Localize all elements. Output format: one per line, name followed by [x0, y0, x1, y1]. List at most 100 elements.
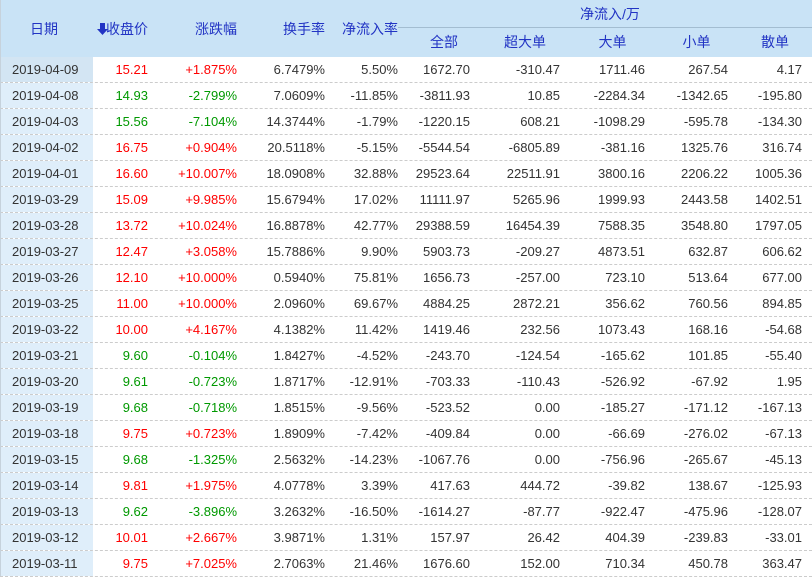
- cell-change-percent: -7.104%: [158, 114, 247, 129]
- cell-inflow-small: 267.54: [655, 62, 738, 77]
- cell-date: 2019-03-19: [0, 395, 93, 420]
- cell-inflow-all: -703.33: [408, 374, 480, 389]
- cell-inflow-large: -526.92: [570, 374, 655, 389]
- cell-net-inflow-rate: 17.02%: [335, 192, 408, 207]
- cell-net-inflow-rate: 11.42%: [335, 322, 408, 337]
- cell-inflow-super-large: 152.00: [480, 556, 570, 571]
- cell-inflow-all: 1419.46: [408, 322, 480, 337]
- cell-inflow-super-large: 0.00: [480, 452, 570, 467]
- cell-inflow-retail: -45.13: [738, 452, 812, 467]
- cell-inflow-all: -1067.76: [408, 452, 480, 467]
- cell-close-price: 16.60: [93, 166, 158, 181]
- header-inflow-all[interactable]: 全部: [408, 32, 480, 52]
- cell-turnover-rate: 0.5940%: [247, 270, 335, 285]
- header-date[interactable]: 日期: [0, 0, 93, 57]
- cell-change-percent: +9.985%: [158, 192, 247, 207]
- cell-inflow-small: -265.67: [655, 452, 738, 467]
- cell-inflow-large: 356.62: [570, 296, 655, 311]
- cell-inflow-all: -3811.93: [408, 88, 480, 103]
- cell-inflow-all: 1672.70: [408, 62, 480, 77]
- cell-change-percent: +1.875%: [158, 62, 247, 77]
- table-row: 2019-03-15 9.68 -1.325% 2.5632% -14.23% …: [0, 447, 812, 473]
- cell-net-inflow-rate: -5.15%: [335, 140, 408, 155]
- cell-close-price: 9.60: [93, 348, 158, 363]
- cell-inflow-super-large: -124.54: [480, 348, 570, 363]
- cell-inflow-retail: 1402.51: [738, 192, 812, 207]
- cell-turnover-rate: 7.0609%: [247, 88, 335, 103]
- cell-inflow-retail: -128.07: [738, 504, 812, 519]
- cell-inflow-retail: 1005.36: [738, 166, 812, 181]
- cell-date: 2019-03-12: [0, 525, 93, 550]
- cell-inflow-super-large: 26.42: [480, 530, 570, 545]
- header-turnover-rate[interactable]: 换手率: [247, 0, 335, 57]
- cell-inflow-small: -171.12: [655, 400, 738, 415]
- cell-inflow-retail: 316.74: [738, 140, 812, 155]
- cell-inflow-small: 513.64: [655, 270, 738, 285]
- cell-turnover-rate: 6.7479%: [247, 62, 335, 77]
- cell-change-percent: +7.025%: [158, 556, 247, 571]
- cell-inflow-all: 29523.64: [408, 166, 480, 181]
- cell-change-percent: -1.325%: [158, 452, 247, 467]
- cell-inflow-super-large: 444.72: [480, 478, 570, 493]
- cell-inflow-super-large: 5265.96: [480, 192, 570, 207]
- cell-inflow-retail: 606.62: [738, 244, 812, 259]
- cell-date: 2019-03-25: [0, 291, 93, 316]
- cell-inflow-all: 1676.60: [408, 556, 480, 571]
- header-inflow-small[interactable]: 小单: [655, 32, 738, 52]
- cell-close-price: 12.10: [93, 270, 158, 285]
- cell-inflow-large: 1073.43: [570, 322, 655, 337]
- cell-change-percent: +4.167%: [158, 322, 247, 337]
- cell-close-price: 9.68: [93, 400, 158, 415]
- cell-date: 2019-03-18: [0, 421, 93, 446]
- cell-inflow-small: -1342.65: [655, 88, 738, 103]
- cell-inflow-small: -595.78: [655, 114, 738, 129]
- cell-turnover-rate: 2.7063%: [247, 556, 335, 571]
- table-row: 2019-03-25 11.00 +10.000% 2.0960% 69.67%…: [0, 291, 812, 317]
- group-divider-line: [398, 27, 812, 28]
- cell-inflow-large: -39.82: [570, 478, 655, 493]
- table-row: 2019-03-19 9.68 -0.718% 1.8515% -9.56% -…: [0, 395, 812, 421]
- cell-inflow-all: 157.97: [408, 530, 480, 545]
- header-inflow-retail[interactable]: 散单: [738, 32, 812, 52]
- cell-inflow-all: -1220.15: [408, 114, 480, 129]
- cell-inflow-super-large: 0.00: [480, 426, 570, 441]
- table-row: 2019-03-12 10.01 +2.667% 3.9871% 1.31% 1…: [0, 525, 812, 551]
- cell-date: 2019-03-21: [0, 343, 93, 368]
- cell-date: 2019-03-15: [0, 447, 93, 472]
- cell-close-price: 11.00: [93, 296, 158, 311]
- header-inflow-super-large[interactable]: 超大单: [480, 32, 570, 52]
- cell-inflow-all: -523.52: [408, 400, 480, 415]
- cell-change-percent: +10.007%: [158, 166, 247, 181]
- cell-turnover-rate: 4.0778%: [247, 478, 335, 493]
- cell-close-price: 9.62: [93, 504, 158, 519]
- header-inflow-large[interactable]: 大单: [570, 32, 655, 52]
- cell-inflow-large: 710.34: [570, 556, 655, 571]
- cell-inflow-small: 1325.76: [655, 140, 738, 155]
- cell-inflow-large: 4873.51: [570, 244, 655, 259]
- cell-inflow-retail: 894.85: [738, 296, 812, 311]
- table-row: 2019-03-26 12.10 +10.000% 0.5940% 75.81%…: [0, 265, 812, 291]
- cell-close-price: 10.00: [93, 322, 158, 337]
- cell-inflow-retail: 677.00: [738, 270, 812, 285]
- cell-change-percent: +10.000%: [158, 270, 247, 285]
- cell-inflow-retail: -33.01: [738, 530, 812, 545]
- cell-inflow-super-large: -257.00: [480, 270, 570, 285]
- header-net-inflow-rate[interactable]: 净流入率: [335, 0, 408, 57]
- cell-net-inflow-rate: -16.50%: [335, 504, 408, 519]
- table-row: 2019-03-22 10.00 +4.167% 4.1382% 11.42% …: [0, 317, 812, 343]
- cell-net-inflow-rate: 5.50%: [335, 62, 408, 77]
- cell-close-price: 13.72: [93, 218, 158, 233]
- cell-close-price: 9.75: [93, 556, 158, 571]
- cell-inflow-large: -66.69: [570, 426, 655, 441]
- cell-change-percent: -3.896%: [158, 504, 247, 519]
- cell-date: 2019-03-28: [0, 213, 93, 238]
- cell-date: 2019-03-26: [0, 265, 93, 290]
- cell-inflow-small: 2206.22: [655, 166, 738, 181]
- table-row: 2019-04-02 16.75 +0.904% 20.5118% -5.15%…: [0, 135, 812, 161]
- header-change-percent[interactable]: 涨跌幅: [158, 0, 247, 57]
- cell-change-percent: +2.667%: [158, 530, 247, 545]
- cell-inflow-large: 7588.35: [570, 218, 655, 233]
- cell-date: 2019-04-08: [0, 83, 93, 108]
- sort-descending-icon[interactable]: [97, 23, 108, 35]
- cell-inflow-small: 138.67: [655, 478, 738, 493]
